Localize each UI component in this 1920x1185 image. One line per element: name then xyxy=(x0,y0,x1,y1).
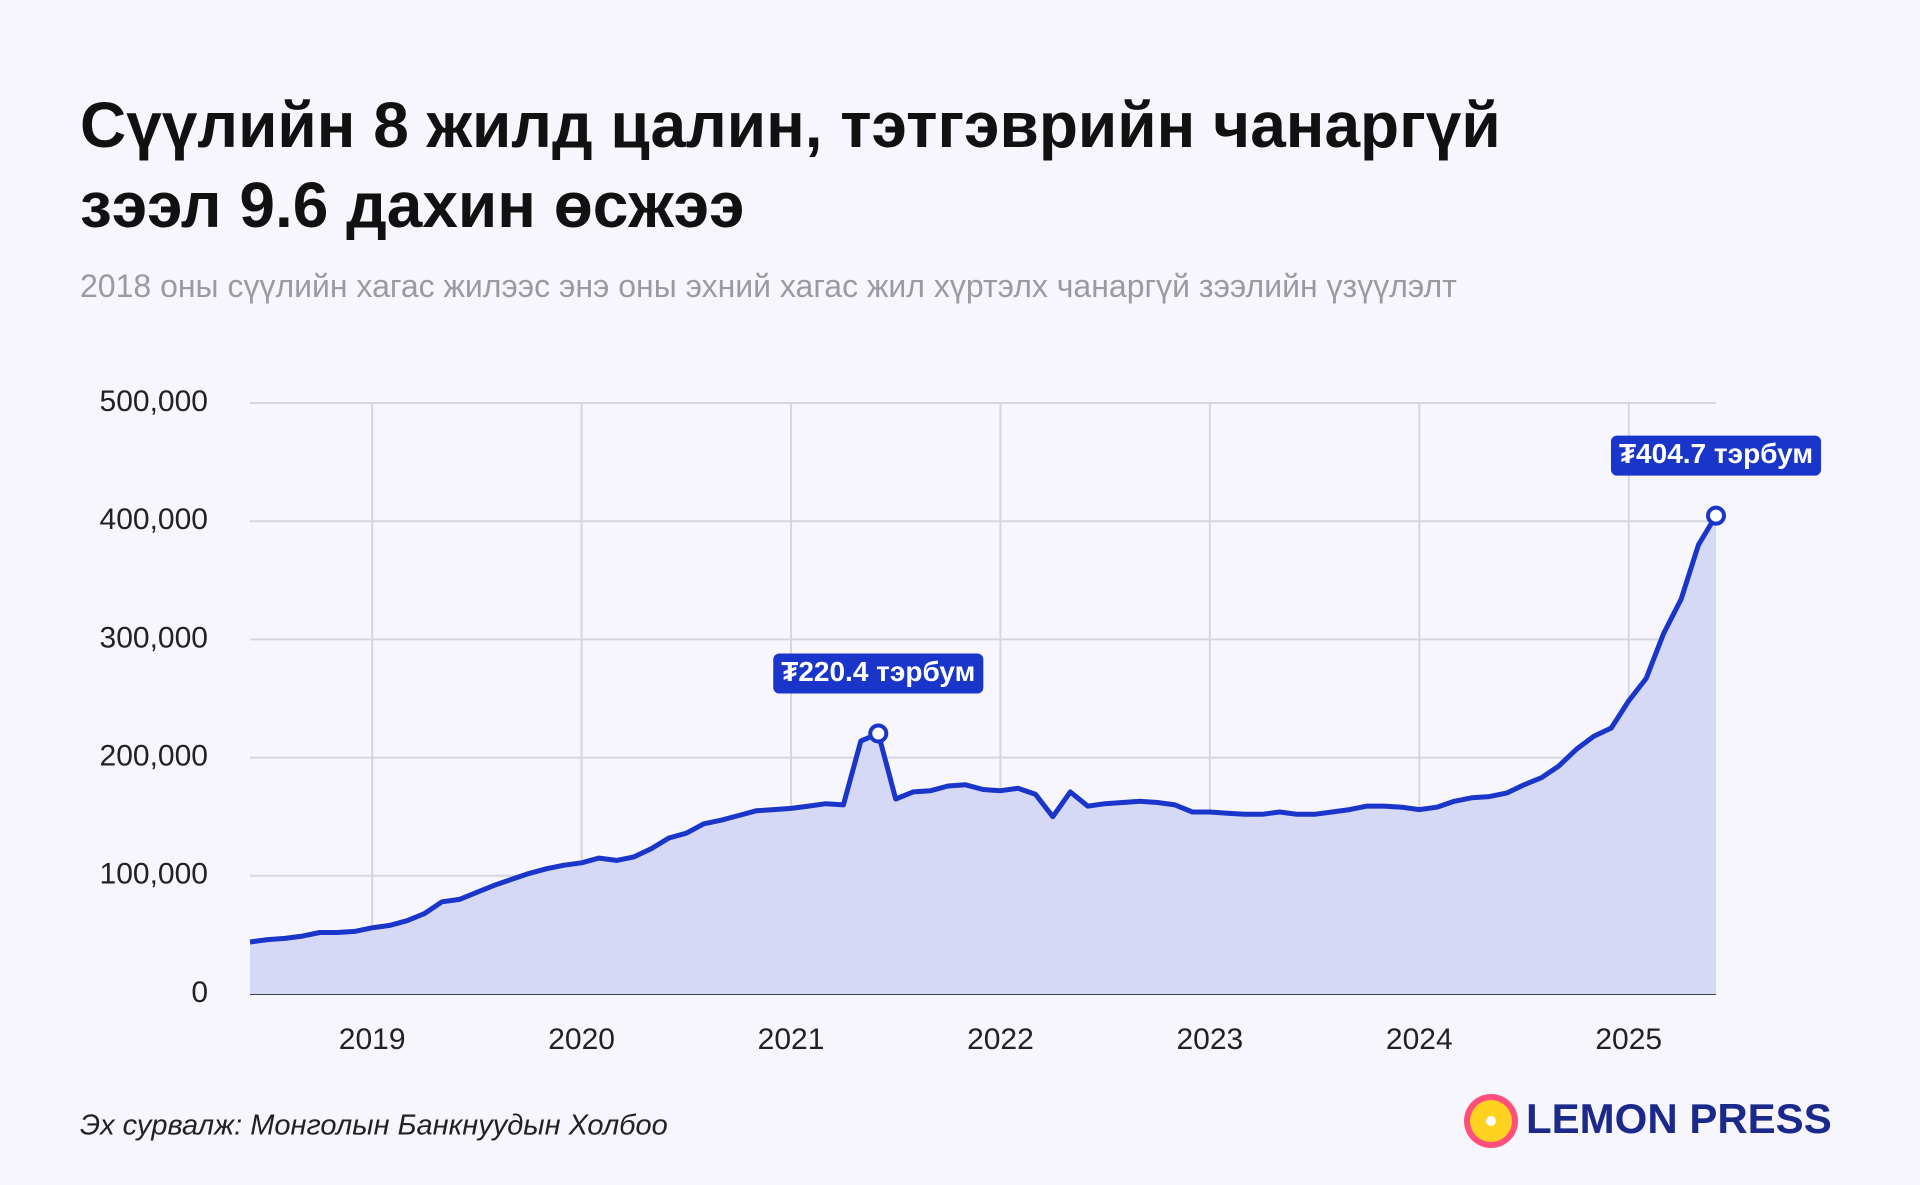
annotation: ₮404.7 тэрбум xyxy=(1610,435,1822,476)
x-tick-label: 2025 xyxy=(1595,1023,1662,1056)
y-tick-label: 200,000 xyxy=(100,740,208,773)
x-tick-label: 2019 xyxy=(339,1023,406,1056)
y-tick-label: 300,000 xyxy=(100,621,208,654)
data-label: ₮404.7 тэрбум xyxy=(1619,438,1813,469)
annotation: ₮220.4 тэрбум xyxy=(773,653,984,694)
x-tick-label: 2022 xyxy=(967,1023,1034,1056)
y-tick-label: 100,000 xyxy=(100,858,208,891)
point-marker xyxy=(868,723,889,744)
x-tick-label: 2021 xyxy=(758,1023,825,1056)
data-label: ₮220.4 тэрбум xyxy=(781,656,975,687)
line xyxy=(249,514,1719,945)
y-tick-label: 0 xyxy=(191,976,208,1009)
annotation-box xyxy=(1610,435,1822,476)
chart-subtitle: 2018 оны сүүлийн хагас жилээс энэ оны эх… xyxy=(80,268,1457,304)
x-tick-label: 2023 xyxy=(1177,1023,1244,1056)
point-marker xyxy=(1706,505,1726,526)
logo-icon xyxy=(1464,1094,1518,1148)
brand: LEMON PRESS xyxy=(1526,1095,1832,1142)
y-tick-label: 500,000 xyxy=(100,385,208,418)
y-tick-label: 400,000 xyxy=(100,503,208,536)
x-tick-label: 2020 xyxy=(548,1023,615,1056)
area xyxy=(250,515,1716,994)
chart-title: Сүүлийн 8 жилд цалин, тэтгэврийн чанаргү… xyxy=(80,89,1501,161)
chart-title: зээл 9.6 дахин өсжээ xyxy=(80,169,744,241)
x-tick-label: 2024 xyxy=(1386,1023,1453,1056)
source: Эх сурвалж: Монголын Банкнуудын Холбоо xyxy=(80,1110,668,1142)
annotation-box xyxy=(773,653,984,694)
